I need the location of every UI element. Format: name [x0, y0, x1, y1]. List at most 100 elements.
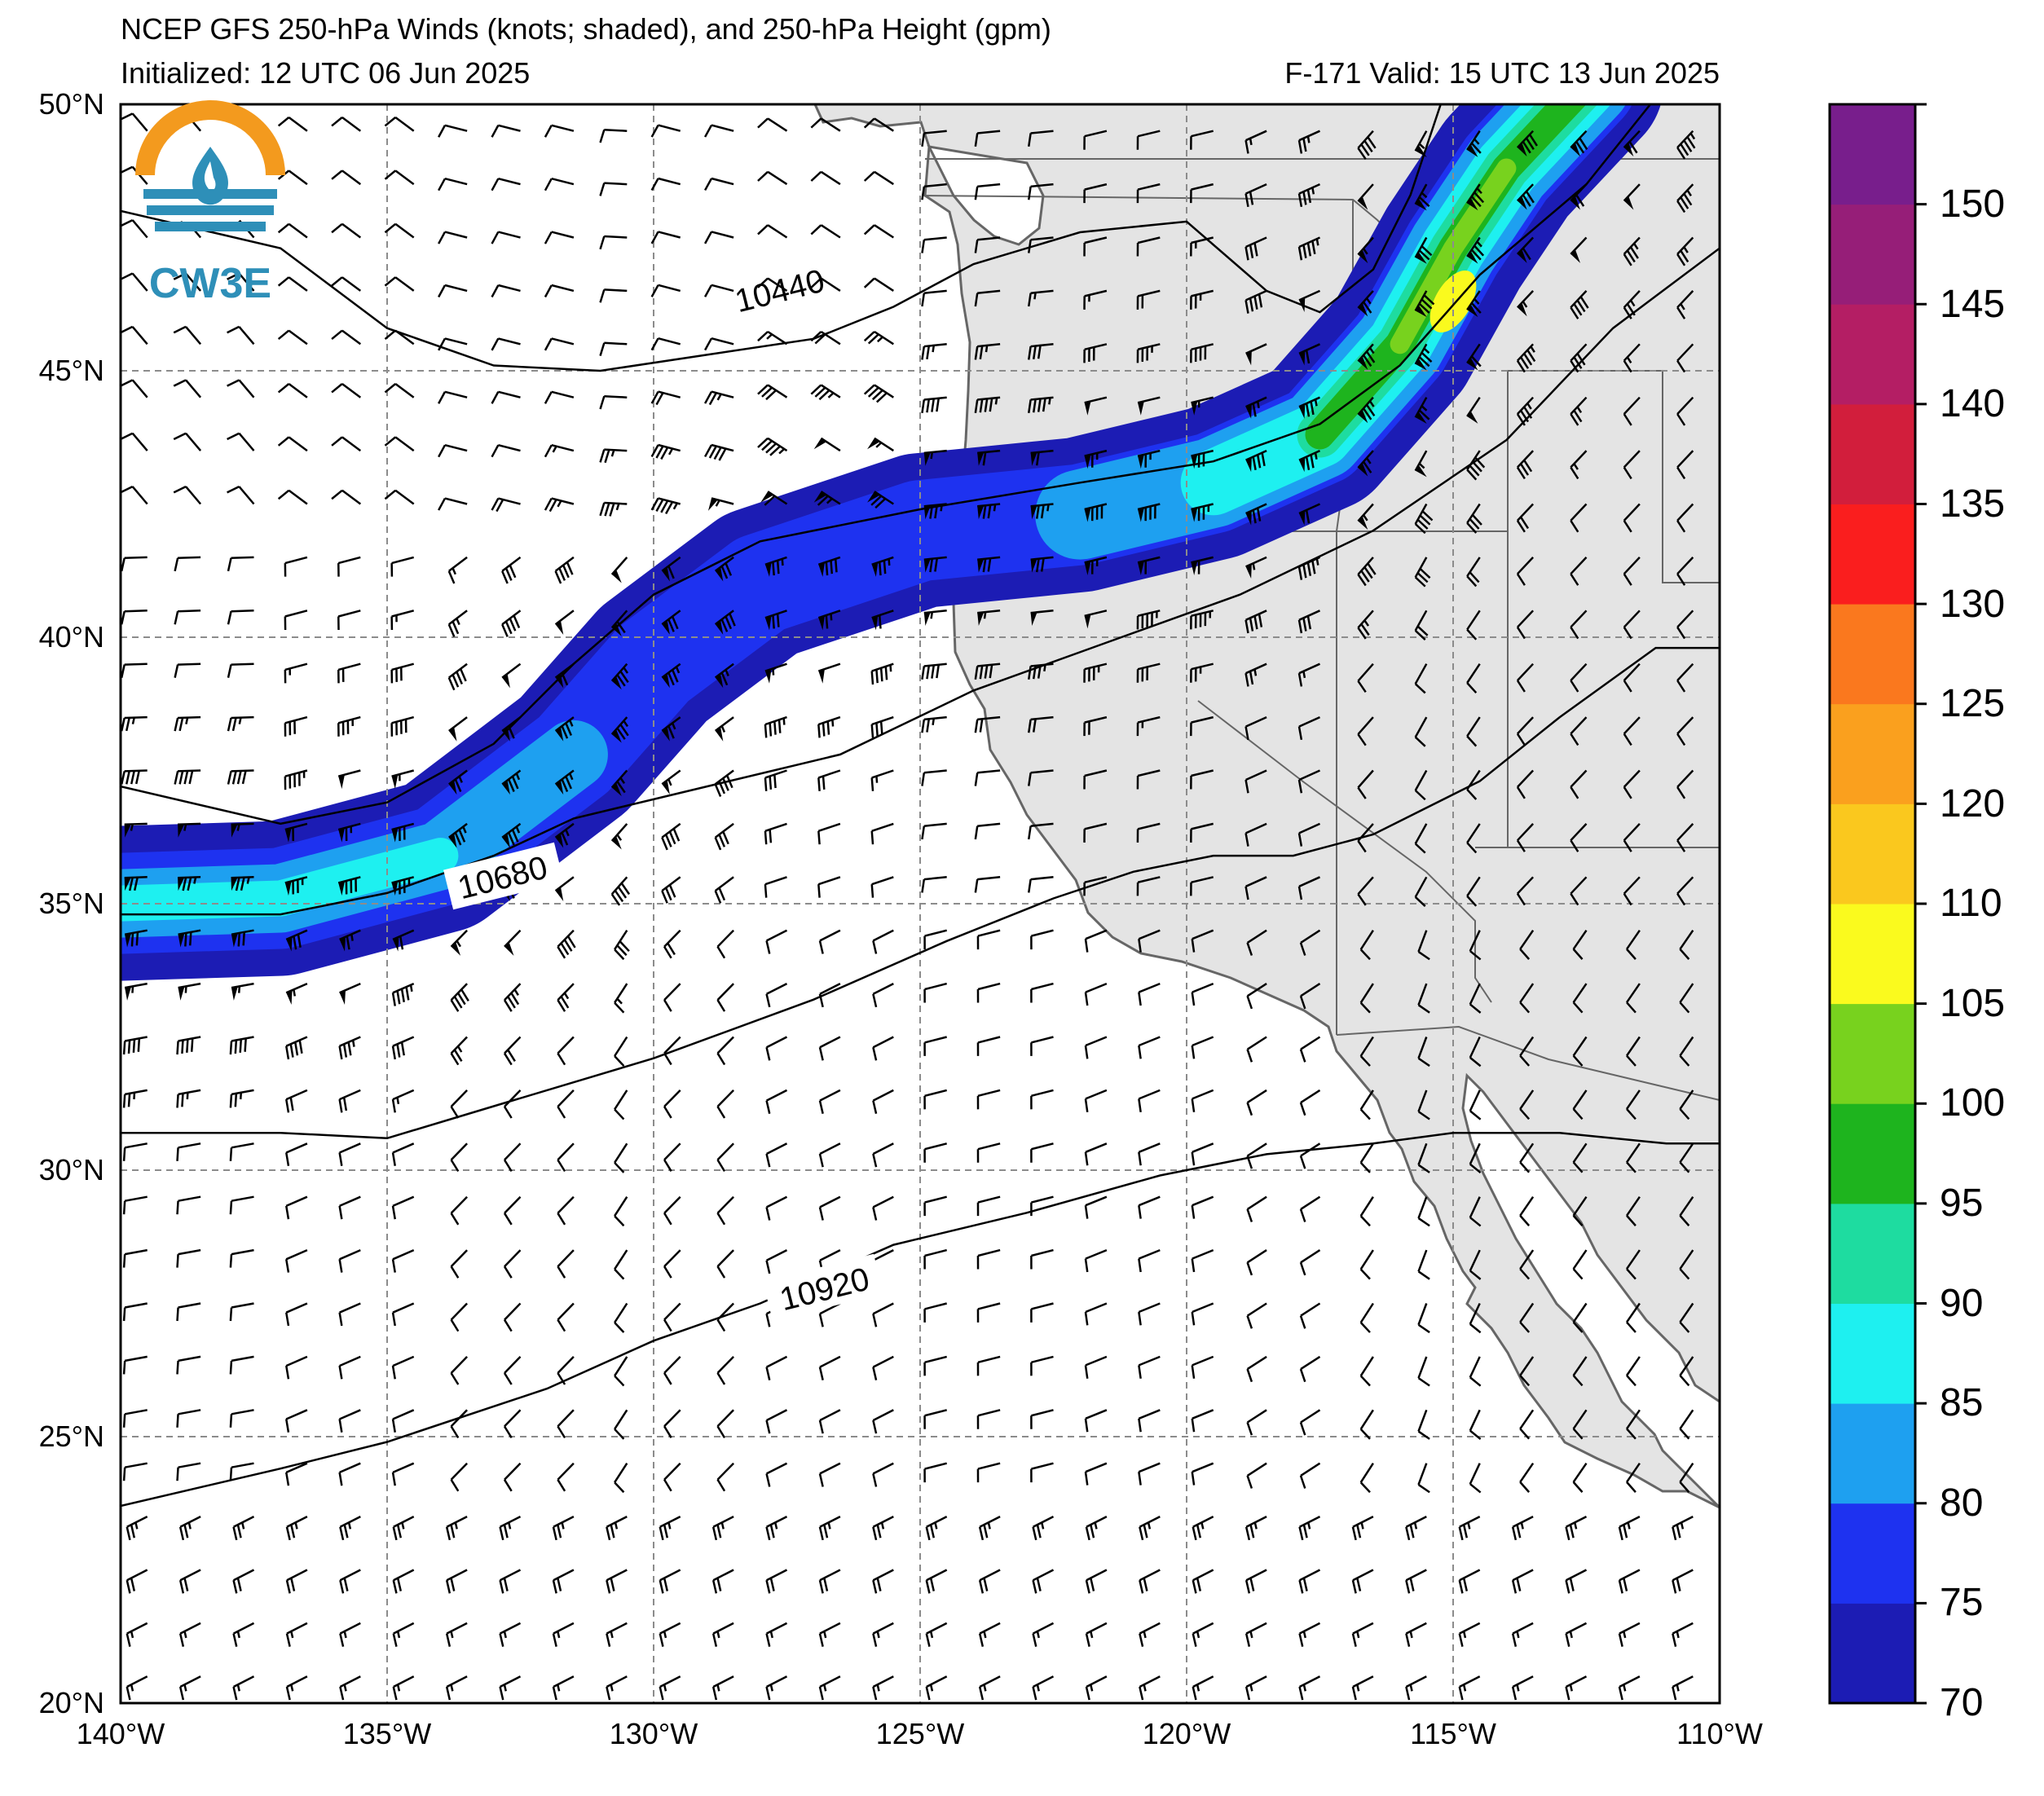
wind-barb: [1519, 1302, 1535, 1333]
wind-barb: [974, 662, 1001, 680]
wind-barb: [337, 662, 361, 684]
wind-barb: [711, 1622, 734, 1647]
wind-barb: [450, 1249, 468, 1279]
wind-barb: [1191, 449, 1214, 469]
wind-barb: [1618, 1515, 1641, 1541]
wind-barb: [610, 716, 629, 743]
wind-barb: [1298, 289, 1321, 312]
wind-barb: [284, 1302, 308, 1327]
wind-barb: [1190, 183, 1214, 204]
wind-barb: [1299, 1462, 1321, 1489]
height-contour-line: [121, 1131, 1720, 1508]
wind-barb: [1190, 822, 1214, 843]
wind-barb: [757, 437, 788, 456]
wind-barb: [1417, 1356, 1430, 1387]
lon-label-135: 135°W: [343, 1717, 431, 1750]
wind-barb: [976, 1089, 1001, 1110]
lat-label-45: 45°N: [39, 354, 104, 387]
wind-barb: [923, 503, 947, 520]
wind-barb: [1623, 343, 1641, 373]
wind-barb: [1297, 183, 1321, 208]
wind-barb: [760, 491, 788, 506]
wind-barb: [1676, 876, 1694, 906]
wind-barb: [1359, 1196, 1374, 1227]
wind-barb: [1516, 876, 1535, 906]
wind-barb: [757, 117, 788, 132]
wind-barb: [1572, 983, 1588, 1014]
wind-barb: [1190, 715, 1214, 737]
wind-barb: [872, 982, 894, 1008]
wind-barb: [1137, 449, 1161, 469]
wind-barb: [1136, 183, 1161, 204]
cbar-label-130: 130: [1940, 583, 2005, 626]
wind-barb: [765, 1355, 788, 1380]
wind-barb: [1623, 183, 1641, 210]
wind-barb: [438, 231, 468, 244]
wind-barb: [1138, 929, 1161, 953]
wind-barb: [818, 1036, 841, 1061]
wind-barb: [870, 715, 894, 738]
wind-barb: [923, 449, 947, 466]
wind-barb: [974, 396, 1001, 413]
wind-barb: [178, 982, 201, 1001]
wind-barb: [650, 231, 681, 244]
wind-barb: [1030, 503, 1054, 520]
colorbar-segment: [1830, 403, 1915, 504]
wind-barb: [491, 124, 521, 138]
wind-barb: [227, 662, 254, 678]
lon-label-120: 120°W: [1143, 1717, 1231, 1750]
wind-barb: [650, 337, 681, 351]
wind-barb: [1359, 1249, 1374, 1280]
wind-barb: [1469, 1463, 1482, 1494]
wind-barb: [974, 183, 1001, 200]
wind-barb: [557, 1195, 575, 1226]
wind-barb: [1414, 823, 1428, 854]
figure-title: NCEP GFS 250-hPa Winds (knots; shaded), …: [121, 12, 1051, 46]
wind-barb: [757, 330, 788, 346]
wind-barb: [126, 1515, 148, 1541]
wind-barb: [121, 432, 148, 451]
wind-barb: [503, 1302, 522, 1332]
wind-barb: [923, 610, 947, 627]
wind-barb: [1085, 1622, 1108, 1647]
wind-barb: [1519, 1089, 1535, 1120]
wind-barb: [1083, 715, 1108, 737]
wind-barb: [923, 1195, 948, 1217]
wind-barb: [499, 1622, 522, 1647]
wind-barb: [1032, 1569, 1055, 1594]
wind-barb: [1516, 503, 1535, 533]
wind-barb: [1191, 1089, 1214, 1112]
logo-wave-1: [143, 189, 277, 199]
wind-barb: [976, 1036, 1001, 1056]
wind-barb: [174, 662, 201, 678]
wind-barb: [1466, 823, 1481, 854]
wind-barb: [1084, 982, 1108, 1006]
wind-barb: [818, 1675, 841, 1701]
wind-barb: [178, 822, 201, 838]
wind-barb: [1469, 1036, 1482, 1067]
cbar-label-105: 105: [1940, 982, 2005, 1025]
wind-barb: [703, 443, 734, 461]
wind-barb: [284, 1355, 308, 1380]
wind-barb: [614, 1196, 628, 1227]
wind-barb: [1417, 930, 1430, 961]
wind-barb: [1516, 183, 1535, 210]
wind-barb: [1570, 450, 1588, 480]
wind-barb: [1357, 450, 1374, 477]
wind-barb: [1511, 1515, 1534, 1541]
wind-barb: [1466, 769, 1481, 800]
wind-barb: [1359, 1356, 1374, 1387]
wind-barb: [229, 1355, 254, 1375]
wind-barb: [1672, 1569, 1694, 1594]
wind-barb: [1623, 823, 1641, 852]
wind-barb: [501, 716, 522, 742]
wind-barb: [1297, 822, 1321, 847]
wind-barb: [1414, 503, 1434, 535]
wind-barb: [277, 489, 308, 505]
wind-barb: [661, 876, 681, 904]
wind-barb: [176, 1195, 201, 1215]
colorbar-segment: [1830, 1303, 1915, 1404]
wind-barb: [277, 382, 308, 398]
wind-barb: [818, 1195, 841, 1221]
wind-barb: [450, 1409, 468, 1439]
